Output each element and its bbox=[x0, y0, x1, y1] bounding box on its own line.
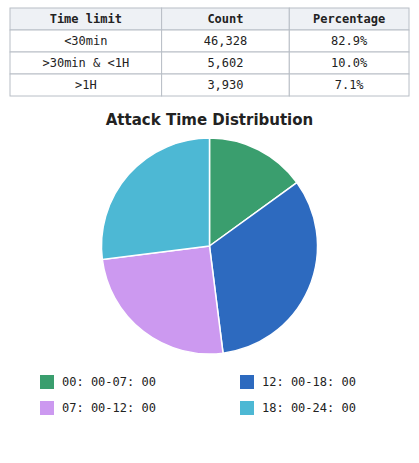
chart: Time limit Count Percentage <30min 46,328 82.… bbox=[0, 0, 419, 463]
table-text: 3,930 bbox=[207, 78, 243, 92]
table-header: Count bbox=[207, 12, 243, 26]
table-text: 46,328 bbox=[204, 34, 247, 48]
table-text: >1H bbox=[75, 78, 97, 92]
pie-slice bbox=[210, 183, 318, 354]
table-cell bbox=[10, 8, 162, 30]
legend: 00: 00-07: 00 12: 00-18: 00 07: 00-12: 00 1… bbox=[40, 375, 356, 415]
table: Time limit Count Percentage <30min 46,328 82.… bbox=[10, 8, 409, 96]
table-cell bbox=[289, 30, 409, 52]
table-text: 5,602 bbox=[207, 56, 243, 70]
legend-swatch bbox=[40, 375, 54, 389]
table-cell bbox=[162, 30, 290, 52]
table-text: 82.9% bbox=[331, 34, 368, 48]
table-cell bbox=[10, 30, 162, 52]
table-cell bbox=[289, 74, 409, 96]
legend-label: 07: 00-12: 00 bbox=[62, 401, 156, 415]
table-text: >30min & <1H bbox=[42, 56, 129, 70]
table-header: Percentage bbox=[313, 12, 385, 26]
legend-label: 18: 00-24: 00 bbox=[262, 401, 356, 415]
table-header: Time limit bbox=[50, 12, 122, 26]
table-cell bbox=[10, 52, 162, 74]
table-text: <30min bbox=[64, 34, 107, 48]
pie bbox=[102, 138, 318, 354]
table-text: 7.1% bbox=[335, 78, 365, 92]
legend-label: 12: 00-18: 00 bbox=[262, 375, 356, 389]
legend-swatch bbox=[40, 401, 54, 415]
pie-slice bbox=[102, 138, 210, 260]
table-cell bbox=[162, 8, 290, 30]
table-text: 10.0% bbox=[331, 56, 368, 70]
table-cell bbox=[289, 52, 409, 74]
table-cell bbox=[162, 52, 290, 74]
pie-slice bbox=[102, 246, 223, 354]
chart-container: Time limit Count Percentage <30min 46,328 82.… bbox=[0, 0, 419, 463]
legend-swatch bbox=[240, 375, 254, 389]
title: Attack Time Distribution bbox=[106, 111, 314, 129]
legend-swatch bbox=[240, 401, 254, 415]
table-cell bbox=[289, 8, 409, 30]
legend-label: 00: 00-07: 00 bbox=[62, 375, 156, 389]
table-cell bbox=[10, 74, 162, 96]
table-cell bbox=[162, 74, 290, 96]
